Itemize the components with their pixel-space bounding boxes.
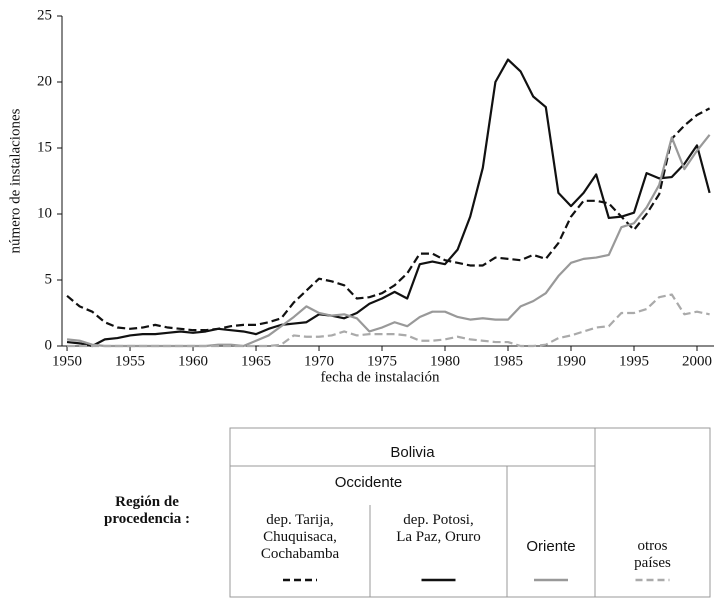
y-tick-label: 25 (37, 7, 52, 23)
x-tick-label: 1985 (493, 353, 523, 369)
legend-entry: otros países (634, 538, 671, 571)
series-line (66, 107, 711, 332)
x-axis-label: fecha de instalación (320, 369, 440, 385)
legend-subgroup: Occidente (334, 474, 403, 491)
y-tick-label: 15 (37, 139, 52, 155)
legend-entry: Oriente (526, 538, 576, 555)
series-line (67, 293, 710, 348)
x-tick-label: 1970 (304, 353, 334, 369)
legend-label: Región de procedencia : (104, 494, 190, 527)
y-axis-label: número de instalaciones (7, 108, 23, 253)
x-tick-label: 1960 (178, 353, 208, 369)
legend-box (229, 427, 711, 598)
x-tick-label: 1980 (430, 353, 460, 369)
y-tick-label: 5 (45, 271, 53, 287)
x-tick-label: 1990 (556, 353, 586, 369)
x-tick-label: 1975 (367, 353, 397, 369)
x-tick-label: 1965 (241, 353, 271, 369)
x-tick-label: 1995 (619, 353, 649, 369)
series-line (66, 58, 711, 348)
x-tick-label: 2000 (682, 353, 712, 369)
x-tick-label: 1950 (52, 353, 82, 369)
legend-group: Bolivia (390, 444, 435, 461)
series-line (66, 134, 711, 348)
legend-entry: dep. Tarija, Chuquisaca, Cochabamba (260, 512, 340, 562)
x-tick-label: 1955 (115, 353, 145, 369)
y-tick-label: 10 (37, 205, 52, 221)
legend-entry: dep. Potosi, La Paz, Oruro (396, 512, 481, 545)
y-tick-label: 20 (37, 73, 52, 89)
y-tick-label: 0 (45, 337, 53, 353)
